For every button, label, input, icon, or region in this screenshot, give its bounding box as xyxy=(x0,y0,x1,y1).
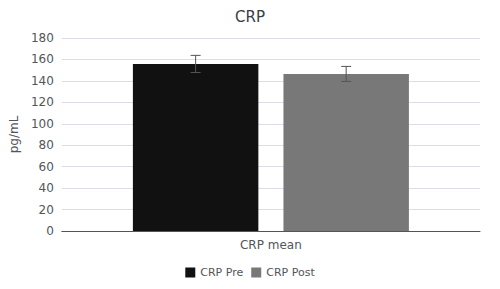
svg-text:140: 140 xyxy=(31,74,54,88)
svg-text:120: 120 xyxy=(31,95,54,109)
svg-text:40: 40 xyxy=(39,181,54,195)
svg-text:pg/mL: pg/mL xyxy=(7,115,21,153)
svg-text:160: 160 xyxy=(31,52,54,66)
svg-text:100: 100 xyxy=(31,117,54,131)
svg-text:80: 80 xyxy=(39,138,54,152)
svg-text:CRP mean: CRP mean xyxy=(240,238,302,252)
svg-text:20: 20 xyxy=(39,203,54,217)
svg-text:CRP Pre: CRP Pre xyxy=(200,266,243,279)
svg-text:60: 60 xyxy=(39,160,54,174)
svg-text:CRP Post: CRP Post xyxy=(266,266,315,279)
svg-text:CRP: CRP xyxy=(235,8,265,26)
svg-text:180: 180 xyxy=(31,31,54,45)
svg-text:0: 0 xyxy=(46,224,54,238)
